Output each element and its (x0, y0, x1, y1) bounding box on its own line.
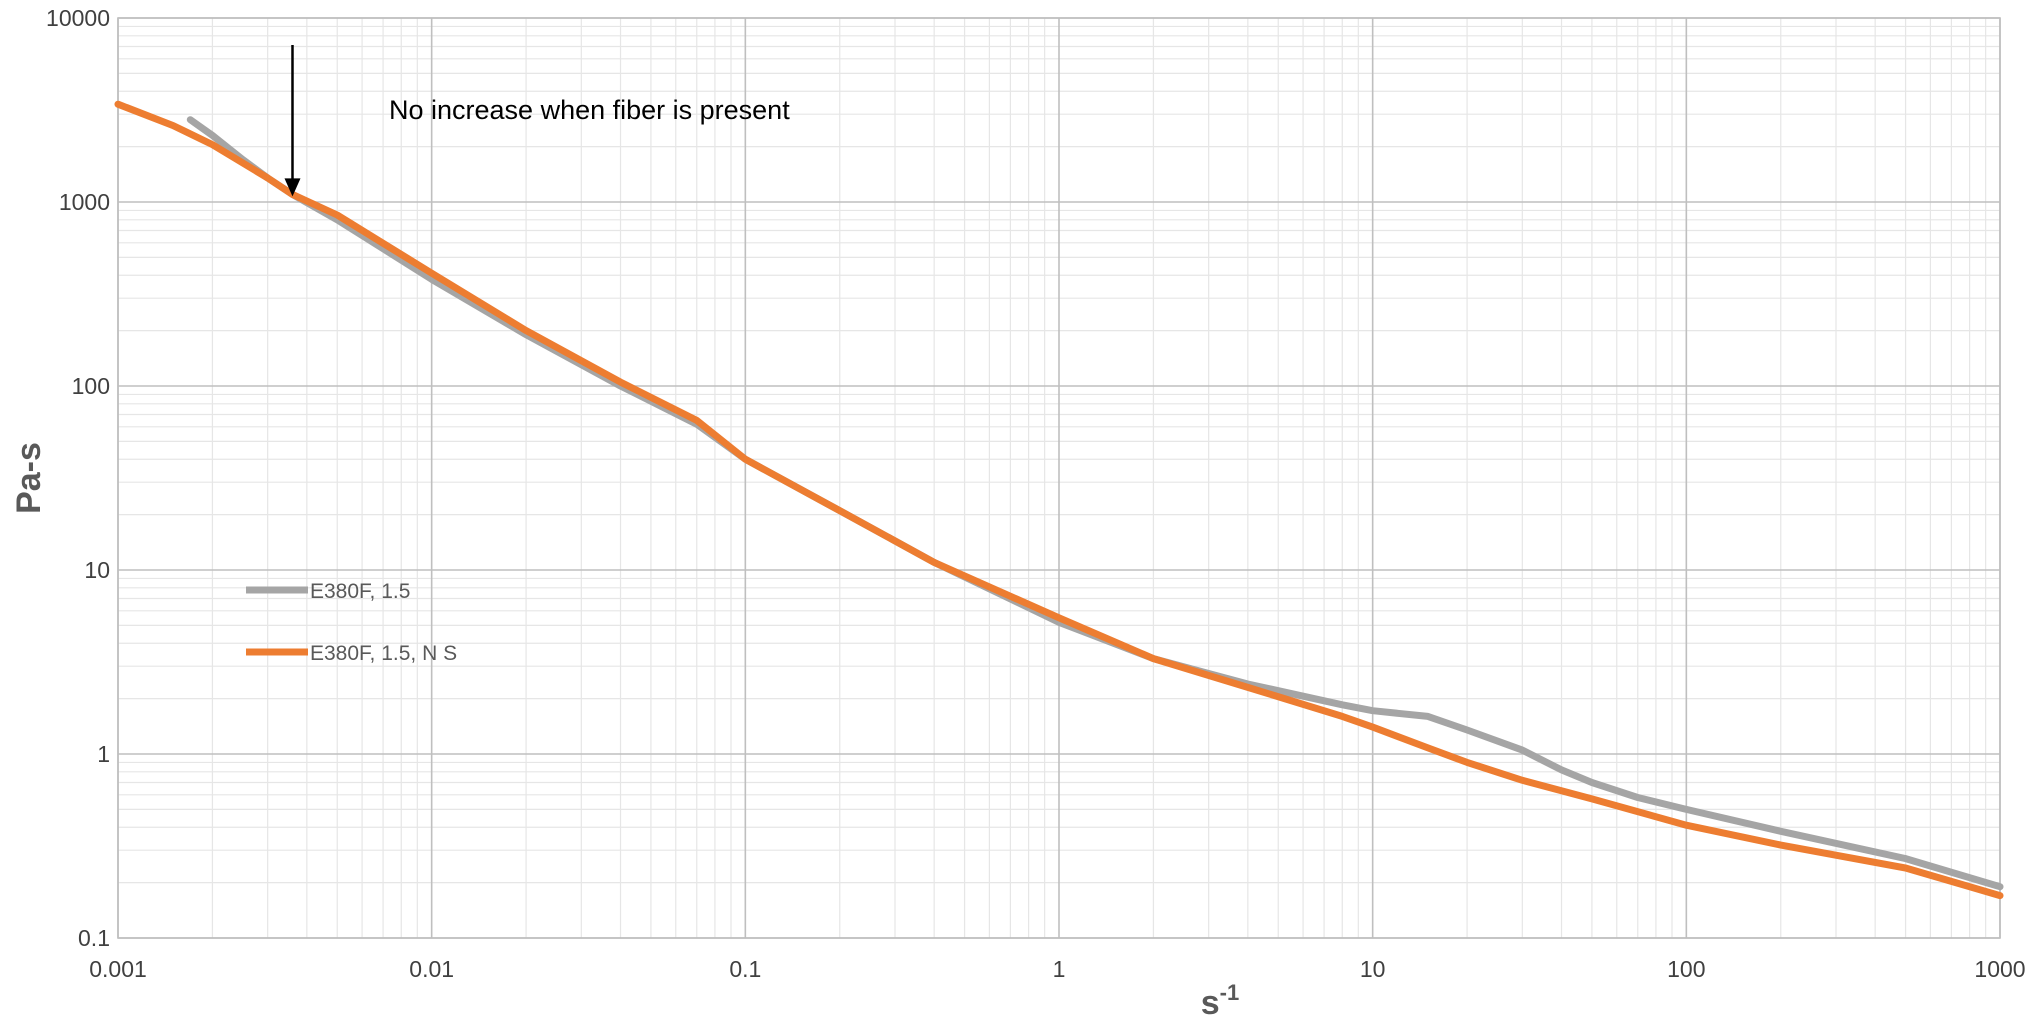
x-tick-label: 0.1 (729, 956, 761, 982)
x-tick-label: 0.001 (89, 956, 147, 982)
legend: E380F, 1.5 E380F, 1.5, N S (246, 580, 457, 665)
x-tick-labels: 0.001 0.01 0.1 1 10 100 1000 (89, 956, 2025, 982)
x-tick-label: 0.01 (409, 956, 454, 982)
y-tick-label: 1 (97, 741, 110, 767)
legend-label-series-1: E380F, 1.5 (310, 580, 410, 603)
x-axis-label: s (1201, 984, 1220, 1022)
major-gridlines (117, 17, 2001, 939)
series-line-2 (114, 100, 2004, 900)
y-axis-title: Pa-s (10, 442, 48, 514)
x-tick-label: 1 (1053, 956, 1066, 982)
y-tick-label: 10 (84, 557, 110, 583)
annotation-arrow-head (284, 178, 301, 197)
x-tick-label: 100 (1667, 956, 1705, 982)
legend-label-series-2: E380F, 1.5, N S (310, 642, 457, 665)
annotation: No increase when fiber is present (284, 45, 790, 197)
y-tick-label: 10000 (46, 5, 110, 31)
y-tick-labels: 10000 1000 100 10 1 0.1 (46, 5, 110, 951)
annotation-text: No increase when fiber is present (389, 95, 790, 125)
y-tick-label: 100 (72, 373, 110, 399)
x-axis-title: s-1 (1201, 980, 1239, 1022)
plot-area-frame (117, 17, 2001, 939)
x-tick-label: 1000 (1974, 956, 2025, 982)
x-axis-label-superscript: -1 (1220, 980, 1240, 1005)
y-tick-label: 0.1 (78, 925, 110, 951)
x-tick-label: 10 (1360, 956, 1386, 982)
series-layer (114, 100, 2004, 900)
y-tick-label: 1000 (59, 189, 110, 215)
